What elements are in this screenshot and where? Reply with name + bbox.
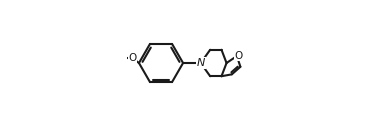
Text: O: O bbox=[234, 51, 243, 61]
Text: N: N bbox=[196, 58, 205, 68]
Text: O: O bbox=[128, 53, 136, 63]
